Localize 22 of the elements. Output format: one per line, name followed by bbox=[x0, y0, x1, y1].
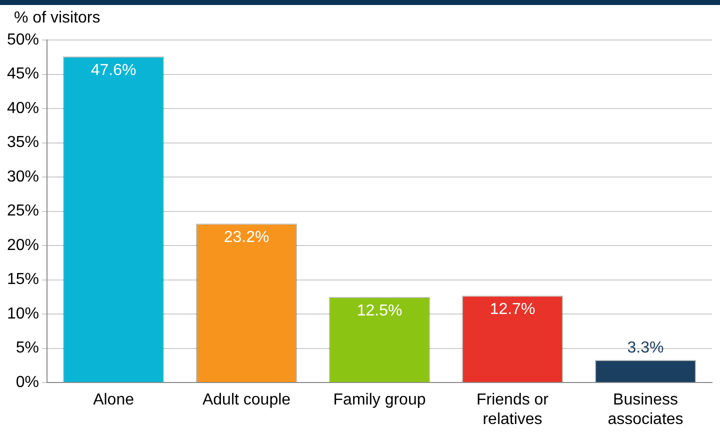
y-tick-label: 5% bbox=[16, 340, 40, 357]
x-tick-label: Alone bbox=[93, 392, 134, 409]
y-tick-label: 50% bbox=[6, 31, 40, 48]
data-label: 12.7% bbox=[490, 300, 536, 318]
y-tick-label: 20% bbox=[6, 236, 40, 254]
data-label: 12.5% bbox=[356, 302, 402, 320]
y-tick-label: 25% bbox=[6, 202, 40, 220]
data-label: 3.3% bbox=[627, 339, 664, 356]
data-label: 47.6% bbox=[90, 62, 136, 79]
y-axis-title: % of visitors bbox=[14, 9, 100, 26]
data-label: 23.2% bbox=[224, 229, 270, 246]
x-tick-label: Adult couple bbox=[202, 392, 291, 409]
y-tick-label: 30% bbox=[6, 168, 40, 186]
x-tick-label: Business associates bbox=[608, 392, 684, 428]
x-tick-label: Family group bbox=[333, 392, 426, 409]
y-tick-label: 45% bbox=[6, 66, 40, 83]
y-tick-label: 40% bbox=[6, 100, 40, 117]
y-tick-label: 0% bbox=[16, 374, 40, 392]
y-tick-label: 15% bbox=[6, 271, 40, 288]
y-tick-label: 10% bbox=[6, 305, 40, 322]
y-tick-label: 35% bbox=[6, 134, 40, 152]
x-tick-label: Friends or relatives bbox=[476, 392, 550, 428]
